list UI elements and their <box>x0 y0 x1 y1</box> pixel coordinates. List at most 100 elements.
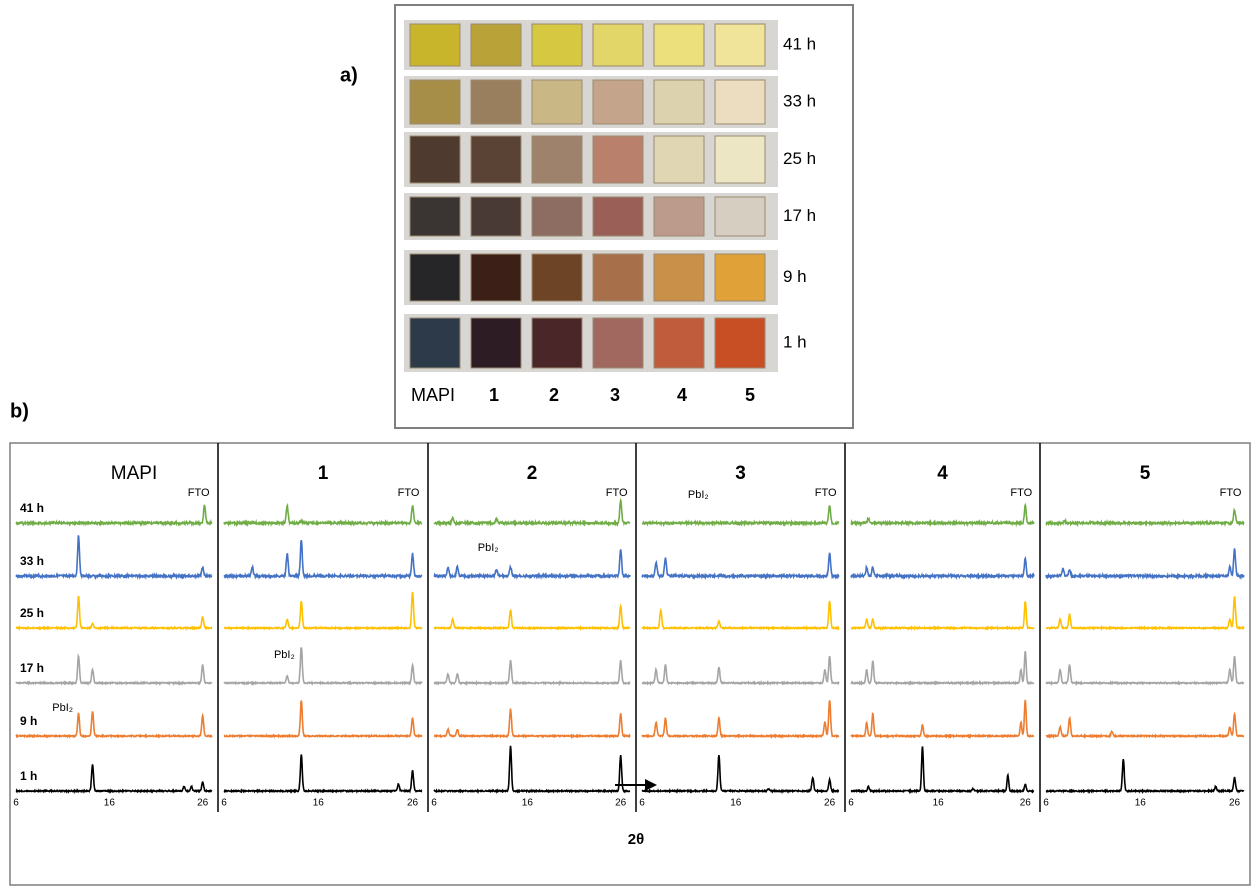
annotation: PbI₂ <box>274 649 295 661</box>
arrow-head <box>645 779 657 791</box>
xrd-trace <box>641 504 840 528</box>
film-sample <box>531 79 583 125</box>
xrd-trace <box>850 746 1035 795</box>
x-tick-label: 16 <box>933 798 945 809</box>
x-tick-label: 16 <box>313 798 325 809</box>
film-sample <box>653 196 705 237</box>
xrd-trace <box>433 659 631 687</box>
x-tick-label: 16 <box>730 798 742 809</box>
xrd-trace <box>850 601 1035 632</box>
panel-title: 1 <box>318 463 329 484</box>
film-sample <box>714 196 766 237</box>
film-sample <box>409 317 461 369</box>
film-sample <box>653 79 705 125</box>
film-sample <box>470 196 522 237</box>
film-sample <box>592 23 644 67</box>
panel-label: a) <box>340 64 358 86</box>
x-tick-label: 16 <box>104 798 116 809</box>
xrd-trace <box>223 754 423 794</box>
sample-label: 4 <box>677 385 687 405</box>
film-sample <box>714 317 766 369</box>
film-sample <box>592 317 644 369</box>
time-label: 9 h <box>783 267 807 286</box>
x-tick-label: 6 <box>13 798 19 809</box>
film-sample <box>409 253 461 302</box>
xrd-trace <box>641 600 840 631</box>
x-tick-label: 26 <box>407 798 419 809</box>
film-sample <box>714 253 766 302</box>
annotation: PbI₂ <box>52 702 73 714</box>
annotation: FTO <box>1220 487 1242 499</box>
x-tick-label: 26 <box>197 798 209 809</box>
xrd-trace <box>223 591 423 632</box>
time-label: 25 h <box>783 149 816 168</box>
xrd-trace <box>433 603 631 631</box>
film-sample <box>531 196 583 237</box>
annotation: FTO <box>606 487 628 499</box>
film-sample <box>531 253 583 302</box>
film-sample <box>470 135 522 184</box>
film-sample <box>714 79 766 125</box>
film-sample <box>714 23 766 67</box>
film-sample <box>409 196 461 237</box>
xrd-trace <box>15 711 213 739</box>
xrd-trace <box>1045 548 1245 581</box>
xrd-trace <box>433 497 631 528</box>
row-label: 41 h <box>20 501 44 515</box>
film-sample <box>409 79 461 125</box>
xrd-trace <box>1045 656 1245 687</box>
time-label: 33 h <box>783 91 816 110</box>
xrd-trace <box>641 700 840 739</box>
panel-label: b) <box>10 400 29 422</box>
x-tick-label: 26 <box>1020 798 1032 809</box>
film-sample <box>592 253 644 302</box>
annotation: FTO <box>1010 487 1032 499</box>
time-label: 17 h <box>783 206 816 225</box>
x-axis-label: 2θ <box>628 831 644 848</box>
xrd-trace <box>1045 758 1245 795</box>
film-sample <box>714 135 766 184</box>
panel-title: 3 <box>735 463 746 484</box>
annotation: PbI₂ <box>478 542 499 554</box>
film-sample <box>592 79 644 125</box>
xrd-trace <box>1045 711 1245 739</box>
panel-title: 4 <box>937 463 948 484</box>
xrd-trace <box>850 555 1035 581</box>
film-sample <box>592 135 644 184</box>
time-label: 1 h <box>783 332 807 351</box>
xrd-trace <box>850 502 1035 528</box>
xrd-trace <box>15 653 213 687</box>
xrd-trace <box>223 539 423 581</box>
film-sample <box>531 135 583 184</box>
x-tick-label: 6 <box>431 798 437 809</box>
row-label: 9 h <box>20 714 37 728</box>
xrd-trace <box>641 754 840 795</box>
xrd-trace <box>641 552 840 581</box>
film-sample <box>470 79 522 125</box>
film-sample <box>470 253 522 302</box>
film-sample <box>531 317 583 369</box>
panel-title: 2 <box>527 463 538 484</box>
sample-label: 3 <box>610 385 620 405</box>
x-tick-label: 6 <box>639 798 645 809</box>
xrd-trace <box>15 595 213 631</box>
xrd-trace <box>15 535 213 581</box>
x-tick-label: 6 <box>1043 798 1049 809</box>
row-label: 25 h <box>20 606 44 620</box>
xrd-trace <box>641 656 840 687</box>
film-sample <box>653 317 705 369</box>
film-sample <box>653 135 705 184</box>
panel-title: 5 <box>1140 463 1151 484</box>
annotation: FTO <box>188 487 210 499</box>
xrd-trace <box>15 764 213 795</box>
x-tick-label: 16 <box>1135 798 1147 809</box>
x-tick-label: 6 <box>848 798 854 809</box>
x-tick-label: 16 <box>522 798 534 809</box>
row-label: 1 h <box>20 769 37 783</box>
xrd-trace <box>433 549 631 580</box>
panel-title: MAPI <box>111 463 157 484</box>
film-sample <box>409 23 461 67</box>
x-tick-label: 26 <box>615 798 627 809</box>
